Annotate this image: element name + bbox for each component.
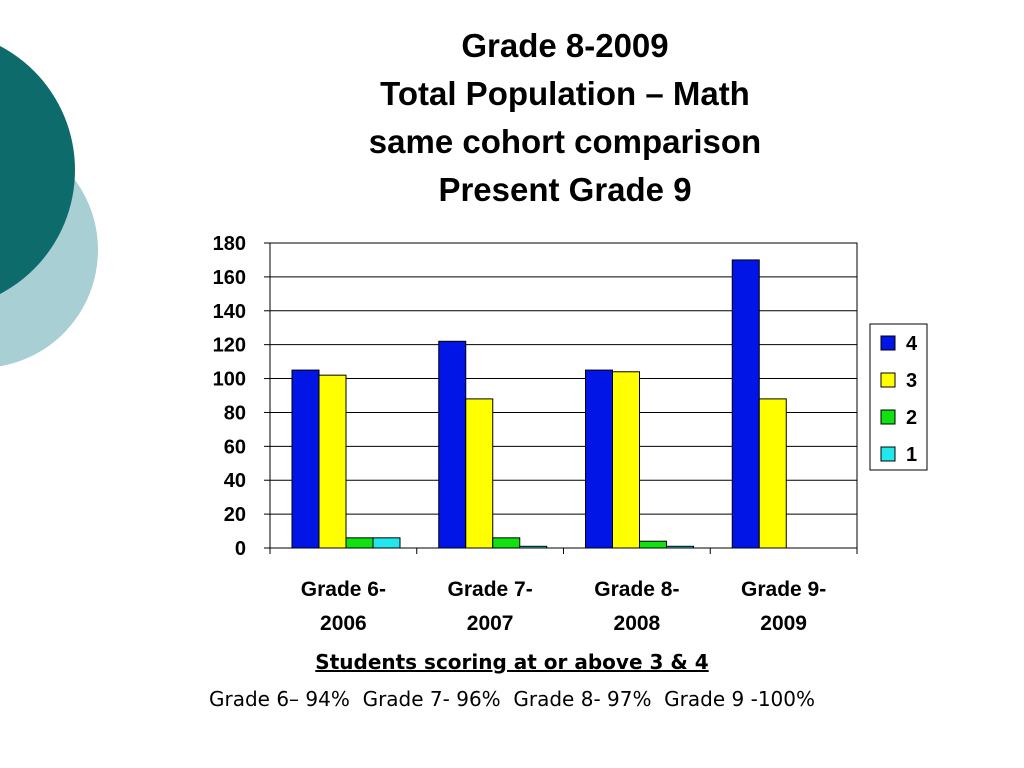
y-tick-label: 40: [224, 470, 246, 492]
x-category-label: Grade 9-: [741, 578, 826, 601]
legend-swatch-2: [880, 409, 896, 425]
bar-3-3: [612, 371, 640, 549]
legend-label-4: 4: [906, 333, 918, 355]
legend-swatch-4: [880, 335, 896, 351]
bar-1-3: [666, 545, 694, 549]
bar-2-3: [639, 540, 667, 549]
legend-swatch-1: [880, 446, 896, 462]
x-category-label: 2008: [614, 612, 661, 635]
x-category-label: Grade 7-: [448, 578, 533, 601]
decor-dark-circle: [0, 46, 75, 294]
legend-label-3: 3: [906, 370, 917, 392]
y-tick-label: 120: [213, 335, 246, 357]
y-tick-label: 100: [213, 369, 246, 391]
bar-2-1: [345, 537, 374, 549]
legend-label-2: 2: [906, 407, 917, 429]
y-tick-label: 160: [213, 267, 246, 289]
legend-swatch-3: [880, 372, 896, 388]
title-line-4: Present Grade 9: [438, 171, 692, 208]
bar-2-2: [492, 537, 521, 549]
bar-1-1: [372, 537, 401, 549]
y-tick-label: 180: [213, 233, 246, 255]
slide-title: Grade 8-2009 Total Population – Math sam…: [300, 22, 830, 214]
bar-4-4: [731, 259, 760, 549]
bar-4-3: [585, 369, 613, 549]
bar-1-2: [519, 545, 548, 549]
x-category-label: 2006: [320, 612, 367, 635]
y-tick-label: 20: [224, 504, 246, 526]
x-category-label: 2007: [467, 612, 514, 635]
y-tick-label: 80: [224, 402, 246, 424]
x-category-label: 2009: [760, 612, 807, 635]
slide-decoration: [0, 46, 98, 367]
y-tick-label: 140: [213, 301, 246, 323]
y-tick-label: 60: [224, 436, 246, 458]
title-line-1: Grade 8-2009: [461, 27, 669, 64]
legend-label-1: 1: [906, 444, 917, 466]
bar-3-1: [318, 374, 347, 549]
y-tick-label: 0: [235, 538, 246, 560]
scoring-summary: Grade 6– 94% Grade 7- 96% Grade 8- 97% G…: [209, 687, 815, 711]
bar-3-2: [465, 398, 494, 549]
x-category-label: Grade 8-: [594, 578, 679, 601]
bar-4-1: [291, 369, 320, 549]
bar-4-2: [438, 340, 467, 549]
title-line-2: Total Population – Math: [380, 75, 750, 112]
scoring-subtitle: Students scoring at or above 3 & 4: [315, 650, 709, 674]
title-line-3: same cohort comparison: [368, 123, 762, 160]
legend-box: [869, 323, 928, 471]
x-category-label: Grade 6-: [301, 578, 386, 601]
bar-3-4: [758, 398, 787, 549]
